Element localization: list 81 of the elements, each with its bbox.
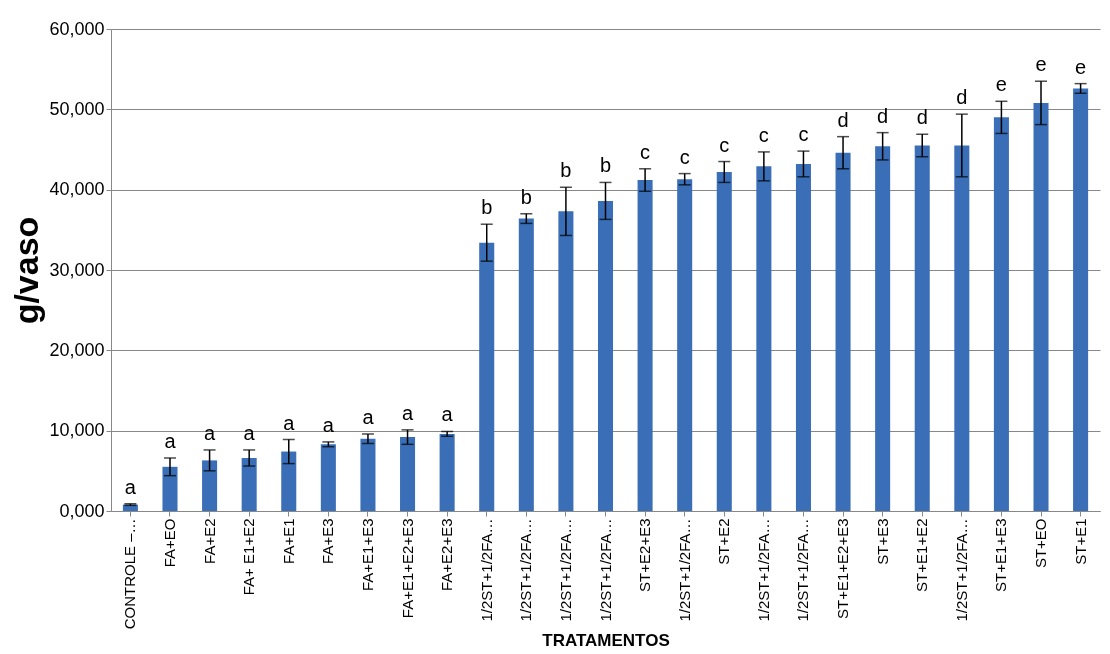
data-label: c <box>758 123 769 146</box>
x-tick-label: 1/2ST+1/2FA… <box>477 518 495 622</box>
y-tick-label: 10,000 <box>49 420 105 441</box>
bar <box>518 218 534 511</box>
bar <box>756 166 772 511</box>
bar <box>795 163 811 511</box>
bar <box>479 242 495 511</box>
bar <box>716 171 732 511</box>
bar <box>558 211 574 511</box>
x-tick-label: 1/2ST+1/2FA… <box>794 518 812 622</box>
data-label: a <box>124 475 137 498</box>
x-tick-label: ST+EO <box>1032 518 1050 569</box>
bar <box>281 451 297 511</box>
x-tick-label: ST+E1+E2+E3 <box>834 518 852 619</box>
bar <box>914 145 930 511</box>
x-tick-label: 1/2ST+1/2FA… <box>517 518 535 622</box>
bar <box>400 437 416 511</box>
x-tick-label: ST+E3 <box>873 518 891 565</box>
y-axis-title: g/vaso <box>7 216 46 325</box>
data-label: d <box>837 108 849 131</box>
bar <box>241 457 257 511</box>
y-tick-label: 0,000 <box>59 500 105 521</box>
x-tick-label: ST+E1 <box>1071 518 1089 565</box>
x-tick-label: FA+E1+E3 <box>358 518 376 592</box>
bar <box>1033 102 1049 511</box>
bar <box>677 179 693 511</box>
x-tick-label: FA+E1 <box>279 518 297 564</box>
bar <box>637 180 653 511</box>
x-axis-title: TRATAMENTOS <box>542 631 670 651</box>
data-label: d <box>956 86 968 109</box>
data-label: b <box>520 185 532 208</box>
x-tick-label: FA+E2+E3 <box>438 518 456 592</box>
data-label: c <box>679 145 690 168</box>
data-label: b <box>481 196 493 219</box>
x-tick-label: 1/2ST+1/2FA… <box>556 518 574 622</box>
bar <box>835 152 851 511</box>
data-label: d <box>916 106 928 129</box>
data-label: a <box>164 429 177 452</box>
x-tick-label: FA+E3 <box>319 518 337 564</box>
bar <box>1073 88 1089 511</box>
bar <box>162 466 178 511</box>
data-label: d <box>877 104 889 127</box>
bar <box>875 146 891 511</box>
data-label: c <box>719 133 730 156</box>
y-tick-label: 20,000 <box>49 339 105 360</box>
data-label: a <box>243 421 256 444</box>
data-label: b <box>599 154 612 177</box>
x-tick-label: 1/2ST+1/2FA… <box>596 518 614 622</box>
x-tick-label: ST+E2+E3 <box>636 518 654 592</box>
y-tick-label: 50,000 <box>49 98 105 119</box>
x-tick-label: ST+E1+E3 <box>992 518 1010 592</box>
y-tick-label: 40,000 <box>49 179 105 200</box>
data-label: b <box>560 159 572 182</box>
bar <box>202 460 218 511</box>
bar <box>597 200 614 511</box>
bar <box>993 117 1009 511</box>
data-label: e <box>1075 55 1087 78</box>
x-tick-label: 1/2ST+1/2FA… <box>952 518 970 622</box>
data-label: c <box>798 123 809 146</box>
data-label: a <box>362 405 375 428</box>
x-tick-label: 1/2ST+1/2FA… <box>675 518 693 622</box>
data-label: a <box>441 403 454 426</box>
data-label: e <box>995 73 1007 96</box>
data-label: c <box>640 140 651 163</box>
data-label: a <box>204 421 217 444</box>
x-tick-label: 1/2ST+1/2FA… <box>754 518 772 622</box>
data-label: e <box>1035 53 1047 76</box>
x-tick-label: FA+E1+E2+E3 <box>398 518 416 619</box>
data-label: a <box>283 411 296 434</box>
x-tick-label: FA+ E1+E2 <box>240 518 258 596</box>
y-tick-label: 60,000 <box>49 18 105 39</box>
data-label: a <box>322 413 335 436</box>
x-tick-label: CONTROLE –… <box>121 518 139 630</box>
x-tick-label: FA+E2 <box>200 518 218 564</box>
data-label: a <box>401 401 414 424</box>
x-tick-label: ST+E1+E2 <box>913 518 931 592</box>
bar <box>954 145 970 511</box>
x-tick-label: FA+EO <box>160 518 178 568</box>
x-tick-label: ST+E2 <box>715 518 733 565</box>
bar <box>360 438 376 511</box>
y-tick-label: 30,000 <box>49 259 105 280</box>
